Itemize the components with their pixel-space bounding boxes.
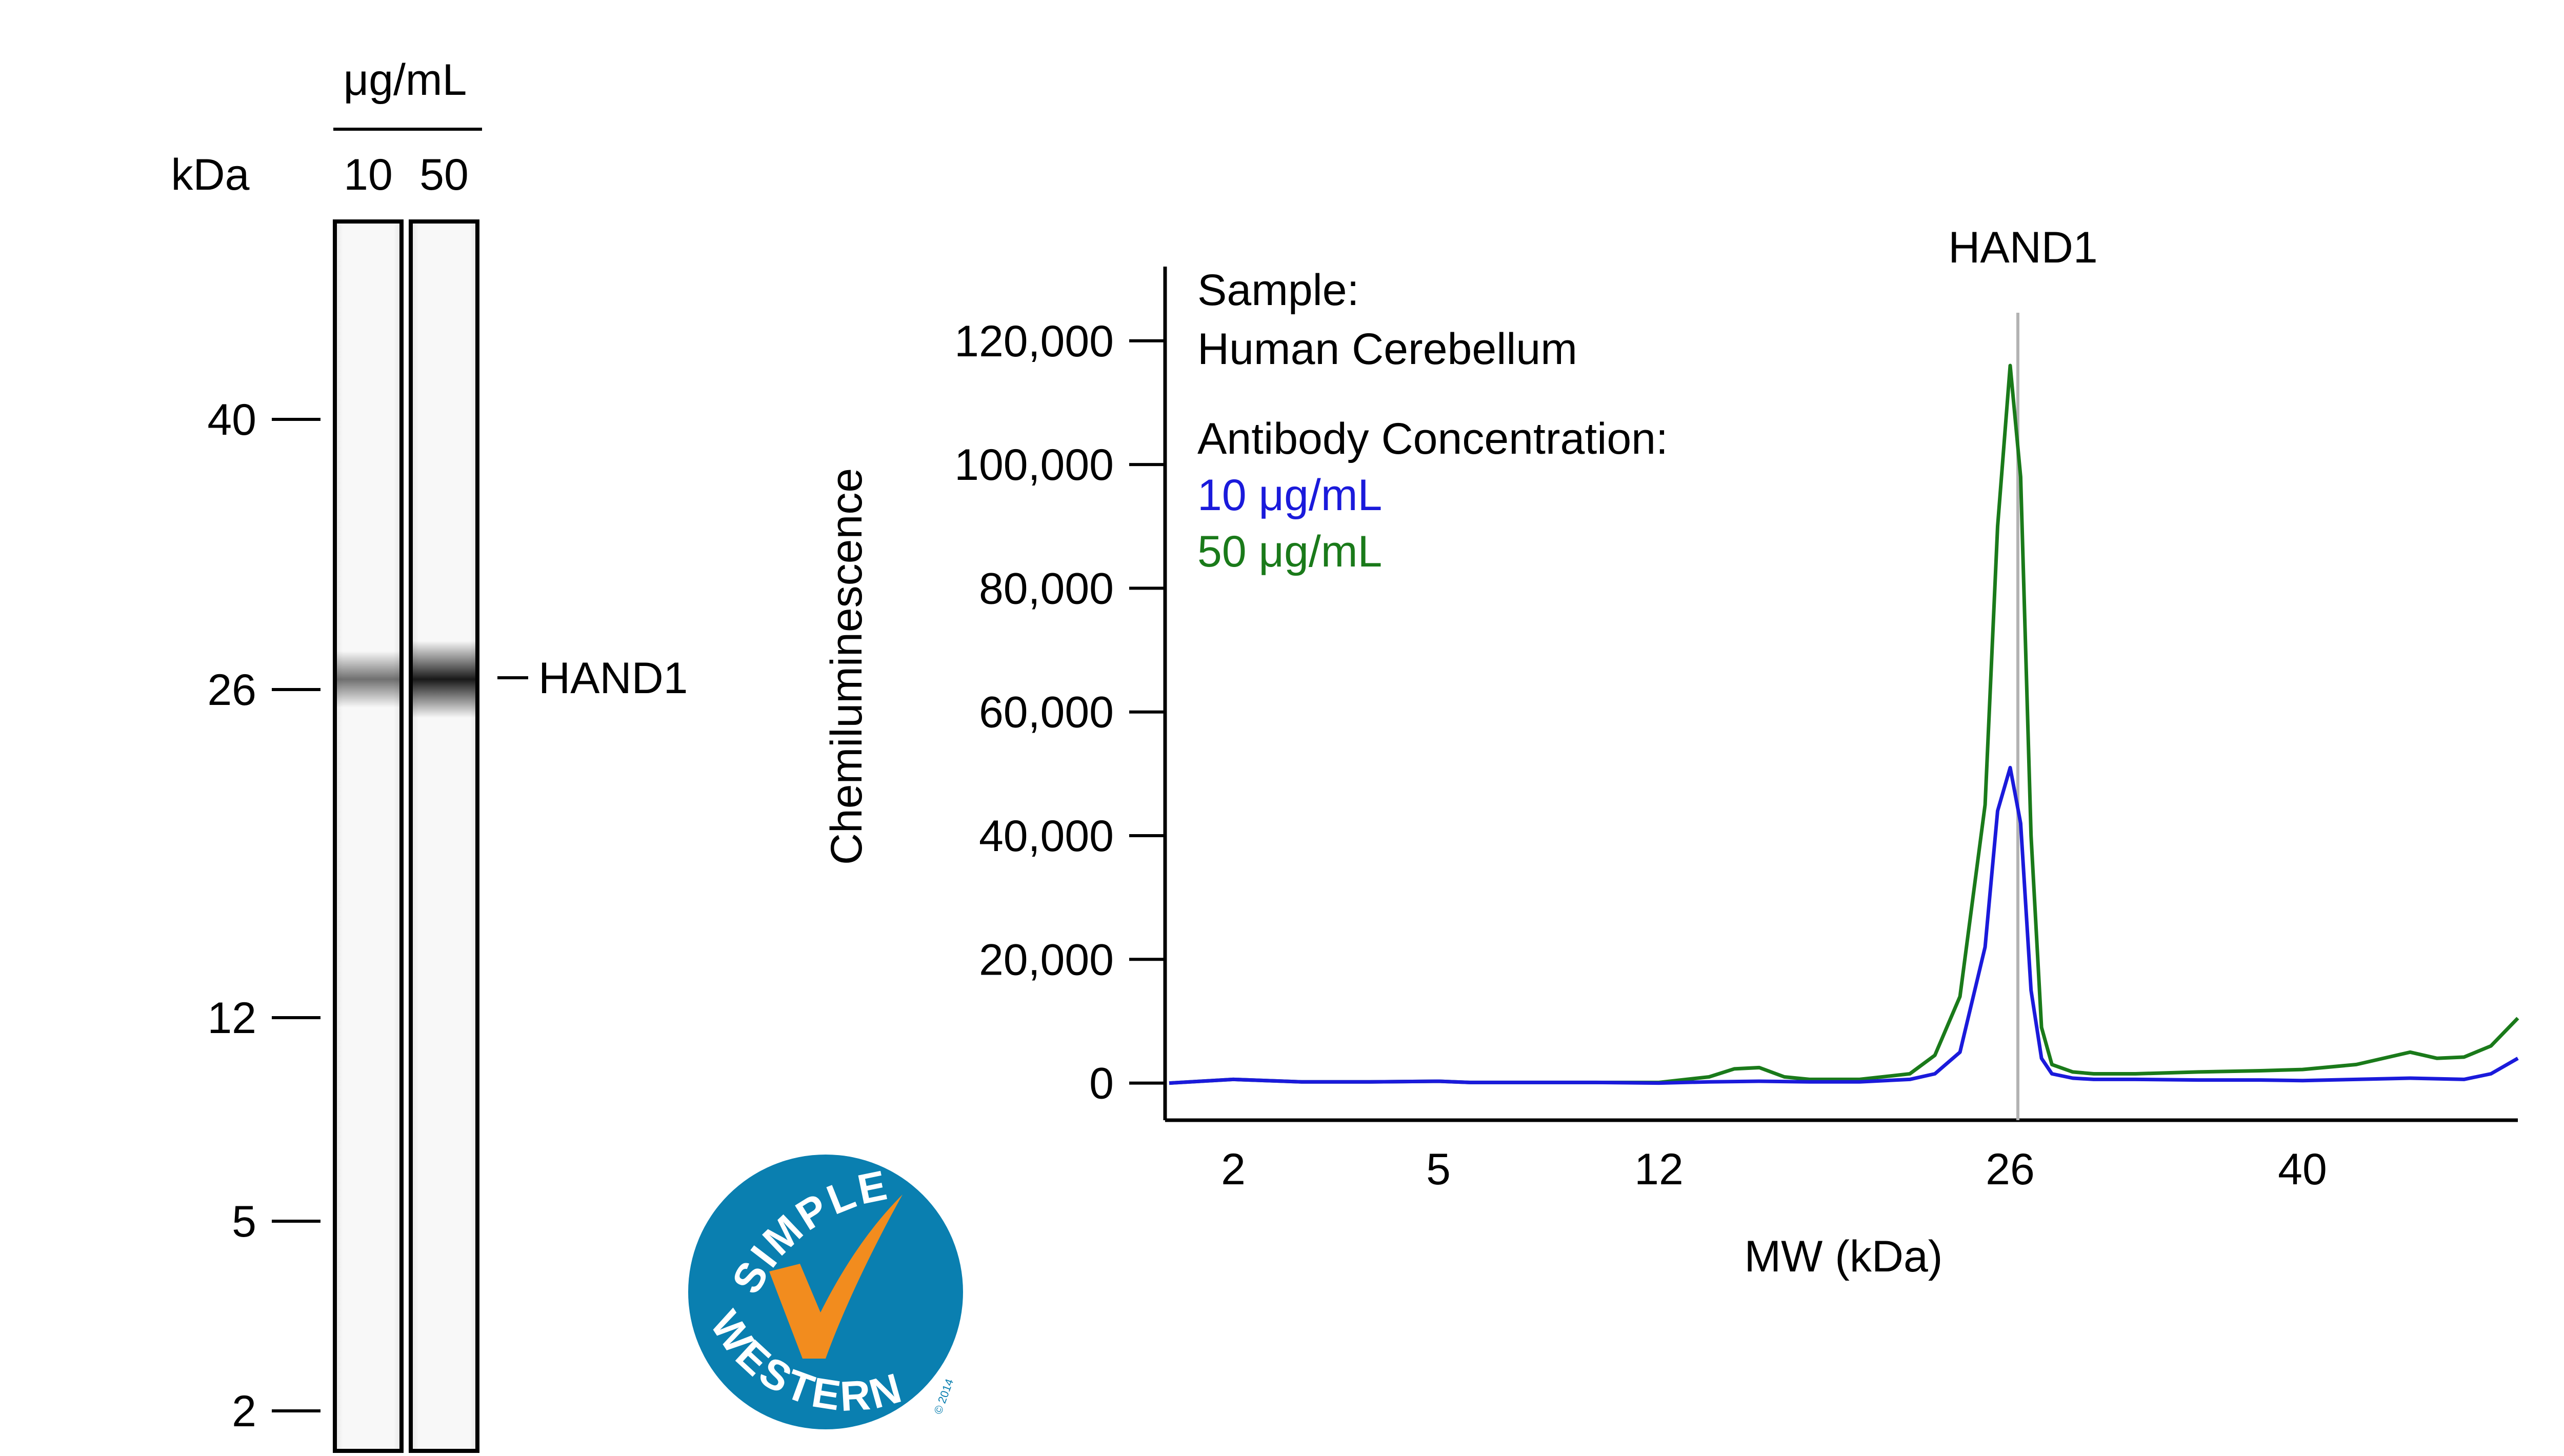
marker-label: 26 xyxy=(207,665,256,715)
y-axis-title: Chemiluminescence xyxy=(822,468,871,865)
series-line xyxy=(1169,765,2519,1085)
x-ticks: 2 5 12 26 40 xyxy=(1221,1145,2327,1194)
y-tick-label: 0 xyxy=(1089,1059,1114,1108)
x-tick-label: 12 xyxy=(1634,1145,1684,1194)
x-tick-label: 26 xyxy=(1986,1145,2035,1194)
y-tick-label: 20,000 xyxy=(979,935,1114,984)
x-tick-label: 40 xyxy=(2278,1145,2327,1194)
gel-lane xyxy=(333,219,404,1453)
peak-label: HAND1 xyxy=(1948,223,2098,272)
legend-sample-name: Human Cerebellum xyxy=(1197,325,1577,374)
gel-lane xyxy=(409,219,479,1453)
legend: Sample: Human Cerebellum Antibody Concen… xyxy=(1197,266,1668,576)
logo-copyright: © 2014 xyxy=(931,1377,956,1416)
chart: Chemiluminescence MW (kDa) 0 20,000 40,0… xyxy=(822,223,2519,1281)
y-tick-label: 120,000 xyxy=(954,317,1114,366)
gel-band xyxy=(413,641,475,718)
unit-label: μg/mL xyxy=(344,55,467,105)
marker-label: 5 xyxy=(232,1197,256,1246)
y-tick-label: 60,000 xyxy=(979,688,1114,737)
gel-panel: μg/mL kDa 10 50 40 26 12 5 2 HAND1 xyxy=(171,55,688,1453)
marker-label: 12 xyxy=(207,994,256,1043)
legend-series-label: 50 μg/mL xyxy=(1197,527,1382,576)
y-tick-label: 80,000 xyxy=(979,564,1114,613)
plot-area xyxy=(1129,267,2519,1122)
y-tick-label: 40,000 xyxy=(979,812,1114,861)
legend-conc-heading: Antibody Concentration: xyxy=(1197,414,1668,463)
gel-band xyxy=(337,651,399,707)
lane-label: 50 xyxy=(419,150,469,199)
legend-series-label: 10 μg/mL xyxy=(1197,471,1382,520)
check-icon xyxy=(769,1195,903,1359)
lane-label: 10 xyxy=(344,150,393,199)
x-tick-label: 5 xyxy=(1426,1145,1451,1194)
kda-label: kDa xyxy=(171,150,250,199)
y-tick-label: 100,000 xyxy=(954,440,1114,490)
x-axis-title: MW (kDa) xyxy=(1745,1232,1943,1281)
legend-sample-heading: Sample: xyxy=(1197,266,1359,315)
marker-label: 2 xyxy=(232,1387,256,1436)
band-label: HAND1 xyxy=(538,654,688,703)
logo-circle xyxy=(688,1155,963,1429)
marker-label: 40 xyxy=(207,395,256,444)
simple-western-logo: SIMPLE WESTERN © 2014 xyxy=(688,1155,963,1429)
y-ticks: 0 20,000 40,000 60,000 80,000 100,000 12… xyxy=(954,317,1114,1108)
x-tick-label: 2 xyxy=(1221,1145,1246,1194)
